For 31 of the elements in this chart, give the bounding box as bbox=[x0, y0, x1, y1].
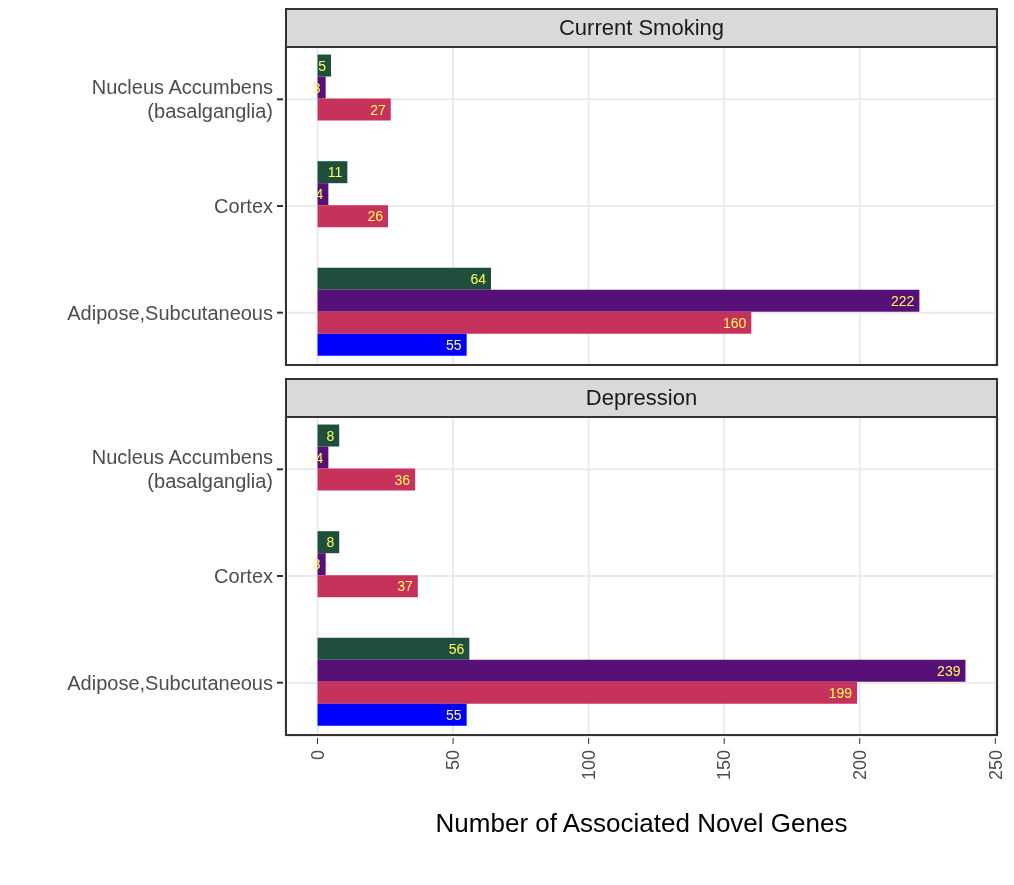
chart-title: Depression bbox=[285, 378, 998, 416]
chart-title: Current Smoking bbox=[285, 8, 998, 46]
y-tick-label: Adipose,Subcutaneous bbox=[67, 671, 273, 694]
data-label: 55 bbox=[446, 706, 462, 723]
data-label: 56 bbox=[448, 640, 465, 657]
data-label: 239 bbox=[937, 662, 961, 679]
x-tick-label: 250 bbox=[985, 750, 1006, 781]
y-tick-label: Cortex bbox=[214, 195, 273, 217]
data-label: 37 bbox=[397, 578, 414, 595]
data-label: 36 bbox=[394, 471, 411, 488]
y-tick-label: Adipose,Subcutaneous bbox=[67, 301, 273, 324]
data-label: 55 bbox=[446, 336, 462, 353]
data-label: 26 bbox=[367, 208, 384, 225]
data-label: 222 bbox=[891, 292, 915, 309]
x-tick-label: 50 bbox=[443, 750, 464, 771]
y-tick-label: Nucleus Accumbens (basalganglia) bbox=[91, 76, 273, 123]
y-tick-label: Cortex bbox=[214, 565, 273, 587]
data-label: 27 bbox=[370, 101, 386, 118]
data-label: 8 bbox=[326, 427, 335, 444]
x-tick-label: 0 bbox=[307, 750, 328, 761]
data-label: 160 bbox=[722, 314, 747, 331]
x-tick-label: 100 bbox=[578, 750, 599, 781]
data-label: 64 bbox=[470, 270, 487, 287]
data-label: 8 bbox=[326, 534, 335, 551]
data-label: 5 bbox=[318, 57, 327, 74]
x-tick-label: 200 bbox=[850, 750, 871, 781]
data-label: 199 bbox=[828, 684, 853, 701]
x-axis-title: Number of Associated Novel Genes bbox=[435, 808, 848, 838]
y-tick-label: Nucleus Accumbens (basalganglia) bbox=[91, 446, 273, 493]
data-label: 11 bbox=[327, 164, 343, 181]
x-tick-label: 150 bbox=[714, 750, 735, 781]
